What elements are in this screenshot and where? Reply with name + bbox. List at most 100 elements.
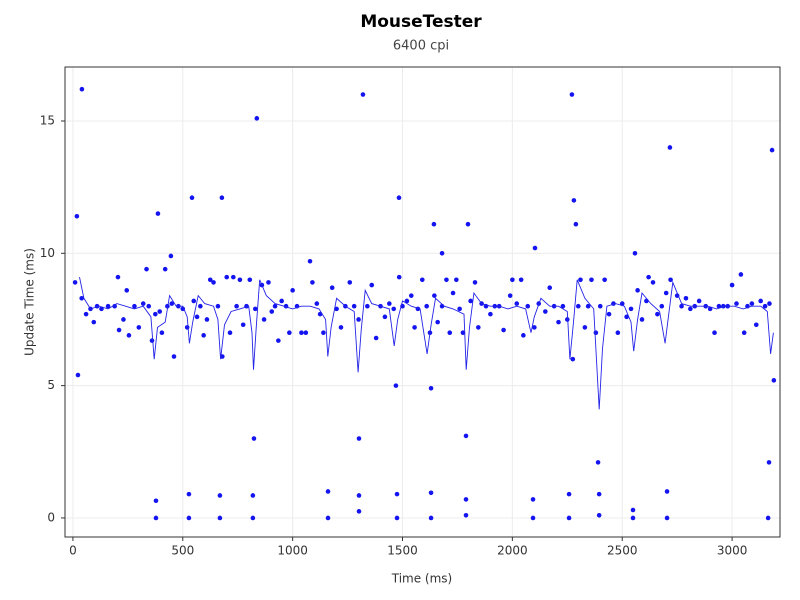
data-point xyxy=(428,490,434,496)
data-point xyxy=(606,311,612,317)
data-point xyxy=(596,512,602,518)
data-point xyxy=(521,333,526,338)
data-point xyxy=(250,515,256,521)
data-point xyxy=(79,295,84,301)
data-point xyxy=(207,277,213,283)
data-point xyxy=(314,301,320,306)
data-point xyxy=(734,301,739,306)
data-point xyxy=(126,333,132,338)
data-point xyxy=(683,295,689,301)
y-tick-label: 0 xyxy=(47,510,55,524)
data-point xyxy=(266,280,271,285)
data-point xyxy=(729,282,735,288)
data-point xyxy=(635,288,640,293)
data-point xyxy=(261,317,267,322)
data-point xyxy=(575,303,581,309)
data-point xyxy=(556,319,561,325)
data-point xyxy=(659,303,665,309)
data-point xyxy=(596,491,602,497)
data-point xyxy=(667,145,673,150)
data-point xyxy=(224,274,230,280)
data-point xyxy=(338,325,344,330)
data-point xyxy=(570,356,576,362)
data-point xyxy=(597,303,603,309)
data-point xyxy=(356,436,362,441)
data-point xyxy=(769,147,775,153)
data-point xyxy=(140,301,146,306)
data-point xyxy=(465,221,471,227)
data-point xyxy=(639,317,645,322)
data-point xyxy=(144,266,149,272)
data-point xyxy=(254,116,260,121)
data-point xyxy=(299,330,304,335)
data-point xyxy=(387,301,392,306)
data-point xyxy=(468,298,473,304)
data-point xyxy=(217,515,223,521)
data-point xyxy=(566,515,572,521)
x-tick-label: 3000 xyxy=(717,544,748,558)
data-point xyxy=(329,285,335,291)
data-point xyxy=(547,285,553,291)
data-point xyxy=(664,489,670,494)
data-point xyxy=(525,303,531,309)
data-point xyxy=(450,290,456,296)
data-point xyxy=(191,298,197,304)
data-point xyxy=(655,311,660,317)
data-point xyxy=(237,277,243,283)
data-point xyxy=(646,274,651,280)
data-point xyxy=(518,277,524,283)
data-point xyxy=(510,277,515,283)
data-point xyxy=(589,277,594,283)
data-point xyxy=(153,498,159,504)
data-point xyxy=(369,282,375,288)
data-point xyxy=(231,274,236,280)
data-point xyxy=(595,460,601,465)
data-point xyxy=(530,497,536,502)
data-point xyxy=(419,277,425,283)
data-point xyxy=(762,303,768,309)
data-point xyxy=(356,493,362,498)
data-point xyxy=(650,280,656,285)
data-point xyxy=(184,325,190,330)
data-point xyxy=(303,330,309,335)
data-point xyxy=(356,509,362,514)
data-point xyxy=(628,306,634,312)
x-tick-label: 500 xyxy=(171,544,194,558)
data-point xyxy=(741,330,747,335)
data-point xyxy=(276,338,281,343)
data-point xyxy=(624,314,629,320)
data-point xyxy=(279,298,284,304)
data-point xyxy=(201,333,206,338)
data-point xyxy=(543,309,548,314)
data-point xyxy=(412,325,417,330)
data-point xyxy=(215,303,221,309)
data-point xyxy=(663,290,669,296)
data-point xyxy=(532,245,538,251)
data-point xyxy=(219,195,225,201)
plot xyxy=(72,86,777,521)
y-tick-label: 15 xyxy=(40,113,55,127)
y-axis-label: Update Time (ms) xyxy=(23,248,37,356)
data-point xyxy=(211,280,216,285)
data-point xyxy=(124,288,130,293)
data-point xyxy=(460,330,466,335)
data-point xyxy=(227,330,233,335)
data-point xyxy=(488,311,493,317)
data-point xyxy=(560,303,566,309)
data-point xyxy=(696,298,702,304)
data-point xyxy=(321,330,326,335)
chart-subtitle: 6400 cpi xyxy=(393,39,449,54)
data-point xyxy=(396,195,402,201)
data-point xyxy=(132,303,137,309)
data-point xyxy=(688,306,693,312)
data-point xyxy=(351,303,357,309)
data-point xyxy=(472,280,478,285)
data-point xyxy=(454,277,459,283)
data-point xyxy=(738,272,744,277)
data-point xyxy=(765,515,771,521)
data-point xyxy=(530,515,536,521)
data-point xyxy=(307,258,313,264)
data-point xyxy=(431,221,437,227)
data-point xyxy=(408,293,414,298)
data-point xyxy=(146,303,152,309)
